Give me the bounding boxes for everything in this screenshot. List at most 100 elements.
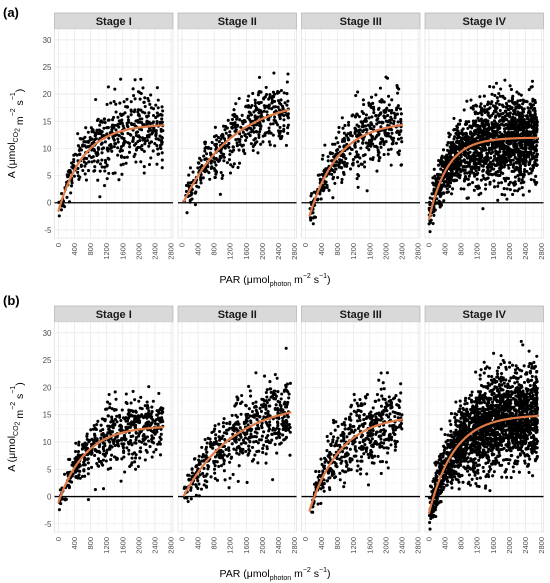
data-point [247, 435, 252, 439]
data-point [463, 168, 467, 172]
data-point [122, 126, 126, 130]
data-point [193, 457, 197, 461]
data-point [429, 218, 433, 222]
data-point [154, 448, 158, 452]
data-point [382, 114, 386, 118]
data-point [264, 390, 268, 395]
data-point [109, 146, 113, 150]
data-point [130, 420, 134, 424]
data-point [134, 160, 138, 164]
data-point [492, 167, 496, 171]
data-point [269, 131, 273, 135]
data-point [466, 151, 470, 155]
data-point [143, 437, 147, 441]
data-point [367, 456, 371, 460]
data-point [321, 153, 325, 157]
data-point [200, 163, 204, 168]
data-point [155, 111, 159, 115]
data-point [387, 103, 391, 107]
data-point [472, 171, 476, 175]
data-point [480, 164, 484, 168]
x-tick-label: 2400 [150, 537, 159, 554]
data-point [107, 393, 111, 397]
data-point [246, 412, 250, 416]
data-point [288, 430, 292, 434]
data-point [253, 98, 257, 102]
data-point [326, 159, 330, 163]
data-point [57, 200, 61, 204]
data-point [354, 93, 358, 98]
data-point [129, 401, 133, 405]
data-point [142, 171, 146, 175]
data-point [399, 136, 403, 140]
data-point [156, 98, 160, 102]
data-point [267, 140, 271, 144]
x-tick-label: 400 [194, 537, 203, 550]
data-point [367, 139, 371, 143]
data-point [256, 423, 260, 427]
data-point [476, 111, 480, 116]
data-point [351, 113, 355, 117]
data-point [118, 424, 122, 428]
data-point [248, 440, 252, 444]
data-point [455, 170, 459, 174]
data-point [105, 164, 109, 168]
data-point [377, 398, 381, 402]
data-point [479, 129, 484, 133]
data-point [270, 438, 274, 442]
data-point [432, 183, 436, 187]
data-point [131, 87, 135, 91]
data-point [148, 102, 152, 106]
data-point [259, 113, 264, 117]
data-point [355, 112, 359, 116]
data-point [533, 106, 537, 111]
data-point [106, 424, 110, 428]
x-tick-label: 2000 [381, 243, 390, 260]
data-point [232, 162, 236, 166]
data-point [524, 147, 528, 151]
data-point [520, 178, 524, 182]
data-point [285, 80, 289, 84]
data-point [356, 160, 360, 164]
data-point [138, 117, 142, 121]
data-point [68, 479, 72, 483]
data-point [509, 162, 513, 166]
data-point [390, 137, 394, 141]
data-point [384, 140, 388, 144]
data-point [185, 496, 189, 500]
data-point [521, 102, 525, 106]
data-point [379, 137, 383, 141]
data-point [269, 390, 273, 394]
data-point [147, 409, 151, 413]
data-point [475, 145, 479, 150]
data-point [395, 403, 399, 407]
data-point [382, 441, 386, 445]
data-point [124, 425, 128, 429]
data-point [438, 205, 442, 209]
data-point [139, 77, 143, 81]
data-point [264, 461, 268, 465]
data-point [317, 470, 321, 474]
data-point [252, 110, 256, 114]
data-point [285, 382, 290, 386]
data-point [252, 415, 256, 419]
data-point [378, 429, 382, 434]
data-point [515, 161, 519, 165]
data-point [119, 77, 123, 81]
data-point [246, 453, 250, 457]
data-point [492, 179, 496, 183]
data-point [428, 230, 432, 234]
data-point [213, 477, 217, 481]
data-point [124, 400, 128, 405]
data-point [272, 71, 276, 75]
data-point [124, 392, 128, 396]
data-point [157, 152, 161, 156]
data-point [487, 150, 491, 154]
data-point [316, 198, 320, 202]
data-point [115, 420, 119, 424]
data-point [506, 176, 511, 181]
data-point [276, 123, 280, 127]
data-point [361, 138, 365, 142]
data-point [86, 457, 90, 461]
